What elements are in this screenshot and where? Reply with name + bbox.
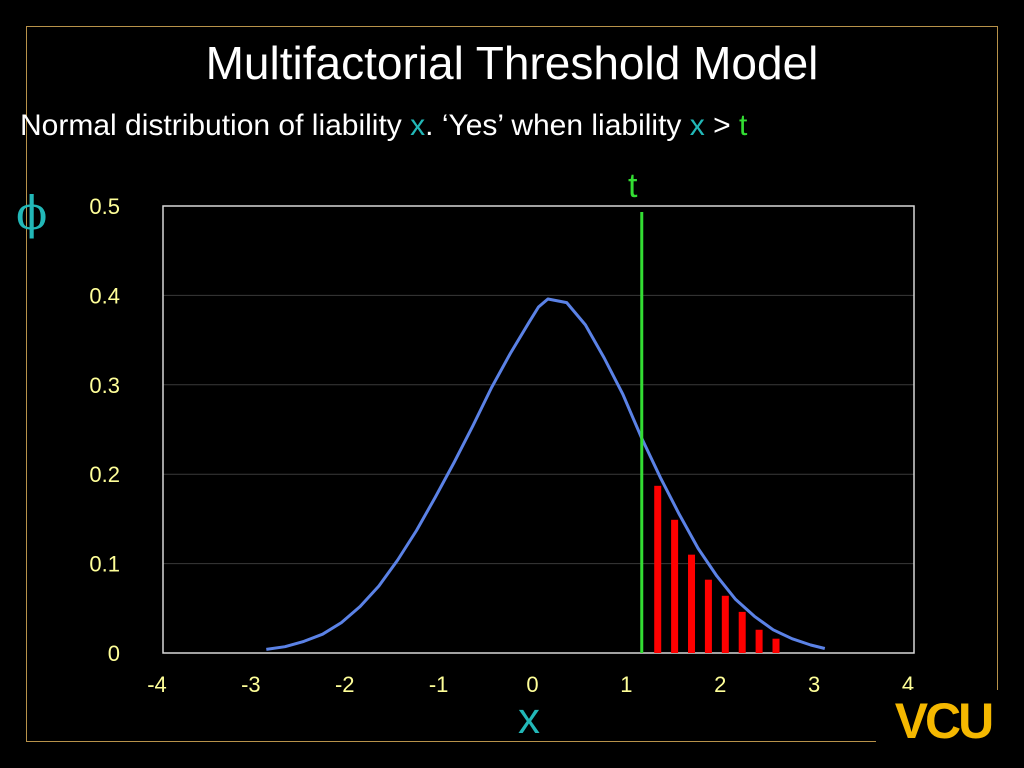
x-tick-label-5: 1 [620, 672, 632, 697]
y-tick-label-1: 0.1 [89, 552, 120, 577]
slide-title: Multifactorial Threshold Model [205, 37, 819, 89]
x-tick-label-7: 3 [808, 672, 820, 697]
y-tick-label-2: 0.2 [89, 462, 120, 487]
subtitle-text-3: > [704, 109, 739, 142]
slide-frame [26, 26, 998, 742]
x-tick-label-4: 0 [526, 672, 538, 697]
slide-subtitle: Normal distribution of liability x. ‘Yes… [20, 108, 747, 144]
tail-bar-7 [772, 638, 780, 653]
x-tick-label-1: -3 [241, 672, 261, 697]
tail-bar-6 [755, 629, 763, 653]
subtitle-text-1: Normal distribution of liability [20, 109, 411, 142]
y-tick-label-3: 0.3 [89, 373, 120, 398]
x-tick-label-6: 2 [714, 672, 726, 697]
subtitle-text-2: . ‘Yes’ when liability [425, 109, 690, 142]
tail-bar-4 [721, 595, 729, 653]
normal-curve-line [266, 297, 826, 651]
tail-bar-5 [738, 611, 746, 653]
y-tick-label-5: 0.5 [89, 194, 120, 219]
tail-bar-2 [688, 554, 696, 653]
y-axis-label: ϕ [16, 186, 48, 240]
subtitle-var-t: t [738, 109, 748, 142]
y-tick-label-0: 0 [108, 641, 120, 666]
x-tick-label-0: -4 [147, 672, 167, 697]
vcu-logo-text: VCU [894, 693, 995, 749]
x-axis-label: x [518, 694, 540, 743]
plot-area-border [162, 205, 915, 654]
x-tick-label-3: -1 [429, 672, 449, 697]
subtitle-var-x-2: x [689, 109, 705, 142]
tail-bar-0 [654, 485, 662, 653]
subtitle-var-x-1: x [410, 109, 426, 142]
tail-bar-3 [704, 579, 712, 653]
y-tick-label-4: 0.4 [89, 283, 120, 308]
tail-bar-1 [671, 519, 679, 653]
threshold-label: t [628, 167, 638, 205]
vcu-logo: VCU [876, 690, 1010, 752]
x-tick-label-2: -2 [335, 672, 355, 697]
